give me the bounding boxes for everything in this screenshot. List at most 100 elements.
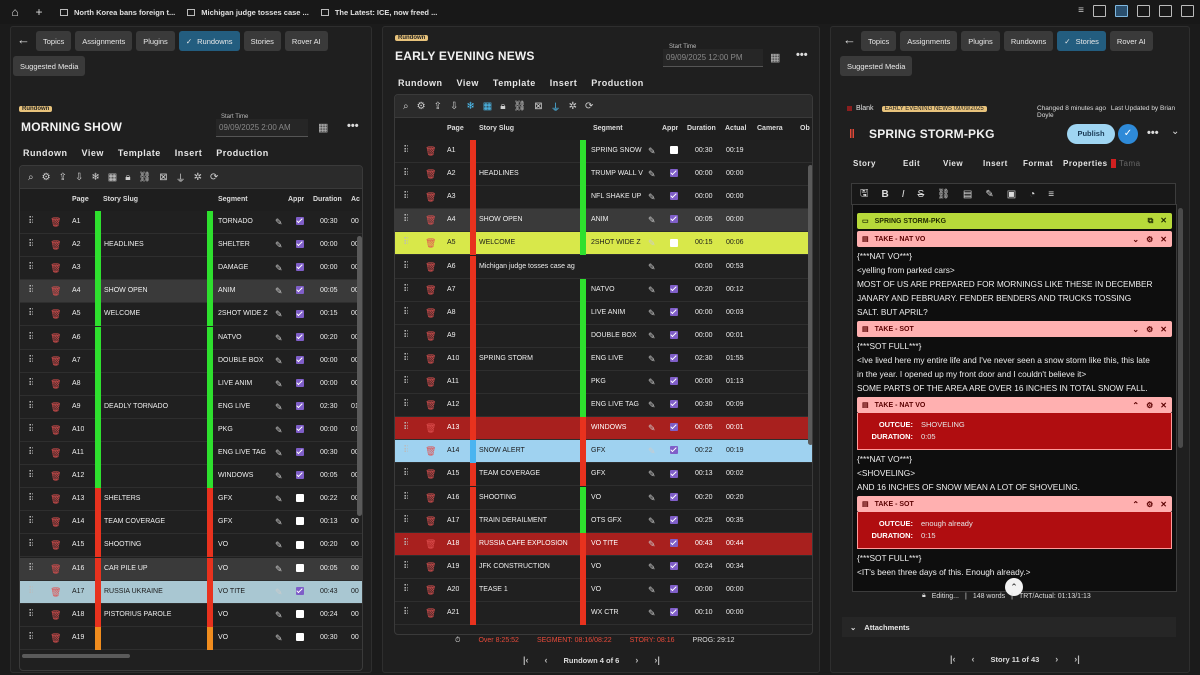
drag-handle-icon[interactable]: ⠿ — [403, 491, 409, 503]
vertical-scrollbar[interactable] — [357, 236, 362, 516]
drag-handle-icon[interactable]: ⠿ — [403, 514, 409, 526]
drag-handle-icon[interactable]: ⠿ — [28, 585, 34, 597]
drag-handle-icon[interactable]: ⠿ — [403, 283, 409, 295]
trash-icon[interactable]: 🗑︎ — [425, 307, 437, 318]
prev-page-icon[interactable]: ‹ — [971, 654, 975, 664]
drag-handle-icon[interactable]: ⠿ — [28, 262, 34, 274]
browser-tab[interactable]: Michigan judge tosses case ... — [187, 8, 309, 17]
settings-icon[interactable]: ⚙ — [416, 100, 426, 112]
edit-pencil-icon[interactable]: ✎ — [275, 448, 283, 458]
menu-production[interactable]: Production — [591, 78, 644, 88]
edit-pencil-icon[interactable]: ✎ — [648, 515, 656, 526]
approved-checkbox[interactable] — [296, 303, 304, 325]
drag-handle-icon[interactable]: ⠿ — [28, 631, 34, 643]
drag-handle-icon[interactable]: ⠿ — [28, 285, 34, 297]
trash-icon[interactable]: 🗑︎ — [50, 586, 62, 597]
table-row[interactable]: ⠿ 🗑︎ A2 HEADLINES SHELTER ✎ 00:00 00 — [20, 234, 362, 258]
nav-stories[interactable]: ✓ Stories — [1057, 31, 1106, 51]
col-slug[interactable]: Story Slug — [479, 125, 515, 132]
drag-handle-icon[interactable]: ⠿ — [28, 377, 34, 389]
approved-checkbox[interactable] — [296, 211, 304, 233]
menu-tama[interactable]: Tama — [1111, 159, 1141, 168]
edit-pencil-icon[interactable]: ✎ — [648, 261, 656, 272]
search-icon[interactable]: ⌕ — [403, 100, 409, 112]
drag-handle-icon[interactable]: ⠿ — [403, 583, 409, 595]
approved-checkbox[interactable] — [670, 232, 678, 254]
table-row[interactable]: ⠿ 🗑︎ A6 Michigan judge tosses case ag ✎ 00:00… — [395, 255, 812, 279]
col-slug[interactable]: Story Slug — [103, 196, 139, 203]
col-appr[interactable]: Appr — [288, 196, 305, 203]
edit-pencil-icon[interactable]: ✎ — [275, 517, 283, 528]
edit-pencil-icon[interactable]: ✎ — [275, 586, 283, 597]
table-row[interactable]: ⠿ 🗑︎ A7 DOUBLE BOX ✎ 00:00 00 — [20, 349, 362, 373]
edit-pencil-icon[interactable]: ✎ — [275, 632, 283, 643]
trash-icon[interactable]: 🗑︎ — [425, 446, 437, 457]
plug-icon[interactable]: ⏚ — [550, 102, 561, 114]
lock-icon[interactable]: 🔒︎ — [500, 100, 506, 112]
trash-icon[interactable]: 🗑︎ — [50, 448, 62, 458]
approved-checkbox[interactable] — [296, 627, 304, 649]
table-row[interactable]: ⠿ 🗑︎ A15 SHOOTING VO ✎ 00:20 00 — [20, 534, 362, 558]
gear-icon[interactable]: ⚙ — [1146, 499, 1154, 509]
calendar-icon[interactable]: ▦ — [482, 100, 493, 112]
drag-handle-icon[interactable]: ⠿ — [28, 400, 34, 412]
bold-icon[interactable]: B — [881, 188, 889, 200]
attachments-section[interactable]: ⌄ Attachments — [842, 617, 1176, 637]
trash-icon[interactable]: 🗑︎ — [425, 469, 437, 480]
menu-view[interactable]: View — [81, 148, 104, 158]
trash-icon[interactable]: 🗑︎ — [50, 309, 62, 320]
drag-handle-icon[interactable]: ⠿ — [28, 216, 34, 227]
palette-icon[interactable]: ◔ — [1029, 188, 1036, 200]
edit-pencil-icon[interactable]: ✎ — [648, 284, 656, 295]
first-page-icon[interactable]: |‹ — [950, 654, 956, 664]
table-row[interactable]: ⠿ 🗑︎ A21 WX CTR ✎ 00:10 00:00 — [395, 602, 812, 625]
col-segment[interactable]: Segment — [593, 125, 623, 132]
table-row[interactable]: ⠿ 🗑︎ A13 WINDOWS ✎ 00:05 00:01 — [395, 417, 812, 441]
trash-icon[interactable]: 🗑︎ — [50, 332, 62, 343]
edit-pencil-icon[interactable]: ✎ — [648, 146, 656, 156]
menu-edit[interactable]: Edit — [903, 159, 921, 168]
approved-checkbox[interactable] — [670, 209, 678, 231]
approved-checkbox[interactable] — [670, 510, 678, 532]
approved-checkbox[interactable] — [670, 279, 678, 301]
back-arrow-icon[interactable]: ← — [17, 32, 30, 47]
table-row[interactable]: ⠿ 🗑︎ A9 DOUBLE BOX ✎ 00:00 00:01 — [395, 324, 812, 348]
drag-handle-icon[interactable]: ⠿ — [403, 422, 409, 434]
nav-rundowns[interactable]: Rundowns — [1003, 31, 1054, 51]
drag-handle-icon[interactable]: ⠿ — [28, 447, 34, 458]
edit-pencil-icon[interactable]: ✎ — [648, 446, 656, 457]
approved-checkbox[interactable] — [296, 488, 304, 510]
layout-full-icon[interactable] — [1159, 5, 1172, 17]
edit-pencil-icon[interactable]: ✎ — [275, 424, 283, 435]
approved-checkbox[interactable] — [296, 558, 304, 580]
drag-handle-icon[interactable]: ⠿ — [28, 516, 34, 528]
take-block[interactable]: ▤ TAKE - NAT VO ⌃ ⚙ ✕ — [857, 397, 1172, 413]
first-page-icon[interactable]: |‹ — [523, 655, 529, 665]
close-icon[interactable]: ✕ — [1160, 499, 1167, 509]
gear-alt-icon[interactable]: ✲ — [193, 171, 203, 183]
table-row[interactable]: ⠿ 🗑︎ A7 NATVO ✎ 00:20 00:12 — [395, 278, 812, 302]
chevron-up-icon[interactable]: ⌃ — [1132, 499, 1140, 509]
approved-checkbox[interactable] — [670, 186, 678, 208]
drag-handle-icon[interactable]: ⠿ — [403, 145, 409, 156]
gear-alt-icon[interactable]: ✲ — [568, 100, 578, 112]
approved-checkbox[interactable] — [296, 396, 304, 418]
refresh-icon[interactable]: ⟳ — [210, 171, 219, 183]
trash-icon[interactable]: 🗑︎ — [50, 263, 62, 274]
edit-pencil-icon[interactable]: ✎ — [648, 584, 656, 595]
trash-icon[interactable]: 🗑︎ — [425, 284, 437, 295]
approved-checkbox[interactable] — [296, 257, 304, 279]
take-block[interactable]: ▤ TAKE - NAT VO ⌄ ⚙ ✕ — [857, 231, 1172, 247]
drag-handle-icon[interactable]: ⠿ — [403, 306, 409, 318]
menu-story[interactable]: Story — [853, 159, 876, 168]
approved-checkbox[interactable] — [670, 579, 678, 601]
trash-icon[interactable]: 🗑︎ — [425, 584, 437, 595]
approved-checkbox[interactable] — [670, 325, 678, 347]
edit-pencil-icon[interactable]: ✎ — [275, 609, 283, 620]
edit-pencil-icon[interactable]: ✎ — [648, 423, 656, 434]
clapper-icon[interactable]: ▤ — [962, 188, 973, 200]
table-row[interactable]: ⠿ 🗑︎ A11 PKG ✎ 00:00 01:13 — [395, 371, 812, 394]
search-icon[interactable]: ⌕ — [28, 171, 34, 183]
trash-icon[interactable]: 🗑︎ — [50, 563, 62, 574]
edit-pencil-icon[interactable]: ✎ — [648, 561, 656, 572]
